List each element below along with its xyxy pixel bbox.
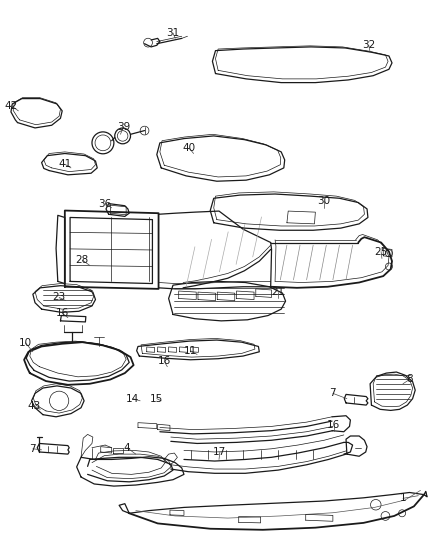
Text: 25: 25	[374, 247, 388, 256]
Text: 21: 21	[272, 287, 285, 297]
Text: 4: 4	[124, 443, 131, 453]
Text: 8: 8	[406, 375, 413, 384]
Text: 7: 7	[329, 389, 336, 398]
Text: 31: 31	[166, 28, 180, 38]
Text: 36: 36	[99, 199, 112, 208]
Text: 17: 17	[213, 447, 226, 457]
Text: 32: 32	[362, 41, 375, 50]
Text: 30: 30	[318, 197, 331, 206]
Text: 10: 10	[19, 338, 32, 348]
Text: 42: 42	[4, 101, 18, 110]
Text: 16: 16	[158, 357, 171, 366]
Text: 28: 28	[76, 255, 89, 265]
Text: 1: 1	[399, 494, 406, 503]
Text: 7: 7	[29, 444, 36, 454]
Text: 16: 16	[56, 309, 69, 318]
Text: 11: 11	[184, 346, 197, 356]
Text: 39: 39	[117, 122, 130, 132]
Text: 41: 41	[58, 159, 71, 169]
Text: 14: 14	[126, 394, 139, 403]
Text: 23: 23	[53, 293, 66, 302]
Text: 16: 16	[327, 421, 340, 430]
Text: 43: 43	[28, 401, 41, 411]
Text: 15: 15	[150, 394, 163, 403]
Text: 40: 40	[183, 143, 196, 153]
